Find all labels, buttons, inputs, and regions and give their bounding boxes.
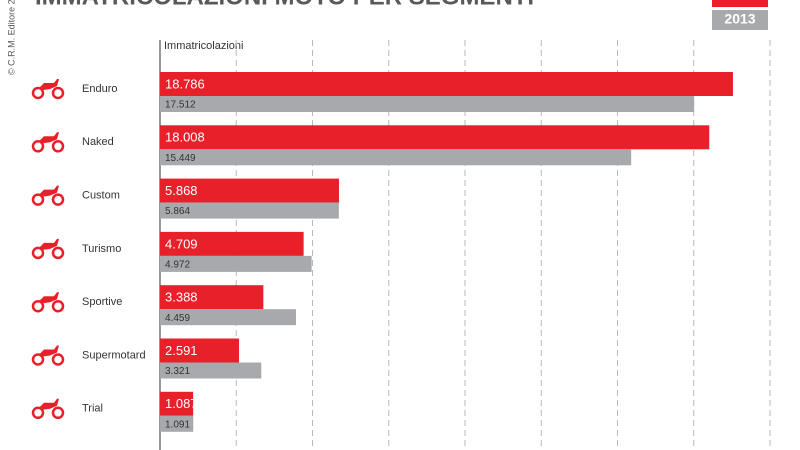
category-icon <box>31 79 65 100</box>
icon-wheel <box>31 193 45 206</box>
value-label: 5.864 <box>165 206 190 217</box>
value-label: 3.321 <box>165 366 190 377</box>
bar <box>160 125 710 150</box>
category-label: Turismo <box>82 243 121 255</box>
value-label: 18.786 <box>165 76 205 91</box>
icon-body <box>39 292 59 304</box>
icon-wheel <box>51 353 65 366</box>
value-label: 4.709 <box>165 236 198 251</box>
icon-wheel <box>31 406 45 420</box>
icon-wheel <box>51 406 65 420</box>
value-label: 5.868 <box>165 183 198 198</box>
category-icon <box>31 398 65 420</box>
category-icon <box>31 132 65 153</box>
category-icon <box>31 345 65 366</box>
icon-body <box>39 185 59 197</box>
value-label: 1.091 <box>165 419 190 430</box>
value-label: 3.388 <box>165 290 198 305</box>
value-label: 4.459 <box>165 313 190 324</box>
bar <box>160 391 194 416</box>
bar <box>160 96 695 112</box>
axis-label: Immatricolazioni <box>164 40 243 52</box>
bar <box>160 255 312 272</box>
credit: © C.R.M. Editore 2 <box>6 0 16 75</box>
category-label: Trial <box>82 403 103 415</box>
bar <box>160 178 339 203</box>
icon-body <box>39 238 59 250</box>
icon-wheel <box>51 299 65 313</box>
icon-wheel <box>51 193 65 206</box>
value-label: 15.449 <box>165 153 196 164</box>
legend-label: 2013 <box>724 11 755 27</box>
legend-swatch <box>712 0 768 7</box>
category-label: Sportive <box>82 296 122 308</box>
bar <box>160 149 632 166</box>
value-label: 17.512 <box>165 100 196 111</box>
bar <box>160 338 240 363</box>
category-icon <box>31 292 65 313</box>
category-label: Enduro <box>82 83 117 95</box>
icon-wheel <box>31 140 45 153</box>
chart-title: IMMATRICOLAZIONI MOTO PER SEGMENTI <box>35 0 534 10</box>
value-label: 2.591 <box>165 343 198 358</box>
icon-body <box>39 398 59 410</box>
category-label: Naked <box>82 136 114 148</box>
icon-body <box>39 132 59 144</box>
bar <box>160 309 296 326</box>
category-icon <box>31 185 65 206</box>
icon-wheel <box>51 140 65 153</box>
icon-body <box>39 345 59 357</box>
value-label: 4.972 <box>165 260 190 271</box>
icon-wheel <box>31 86 45 100</box>
icon-wheel <box>51 86 65 100</box>
icon-wheel <box>31 246 45 260</box>
value-label: 1.087 <box>165 396 198 411</box>
icon-wheel <box>31 353 45 366</box>
value-label: 18.008 <box>165 130 205 145</box>
icon-body <box>39 79 59 90</box>
bar <box>160 72 733 96</box>
icon-wheel <box>51 246 65 260</box>
legend-swatch <box>712 10 768 30</box>
bar <box>160 202 339 219</box>
bar <box>160 285 264 310</box>
bar <box>160 231 304 256</box>
bar <box>160 415 194 432</box>
category-label: Custom <box>82 190 120 202</box>
bar <box>160 362 262 379</box>
icon-wheel <box>31 299 45 313</box>
category-label: Supermotard <box>82 349 146 361</box>
category-icon <box>31 238 65 260</box>
